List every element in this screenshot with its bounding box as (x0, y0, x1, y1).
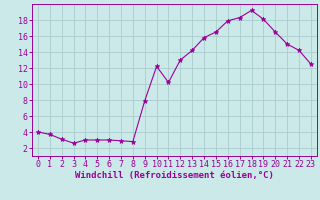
X-axis label: Windchill (Refroidissement éolien,°C): Windchill (Refroidissement éolien,°C) (75, 171, 274, 180)
